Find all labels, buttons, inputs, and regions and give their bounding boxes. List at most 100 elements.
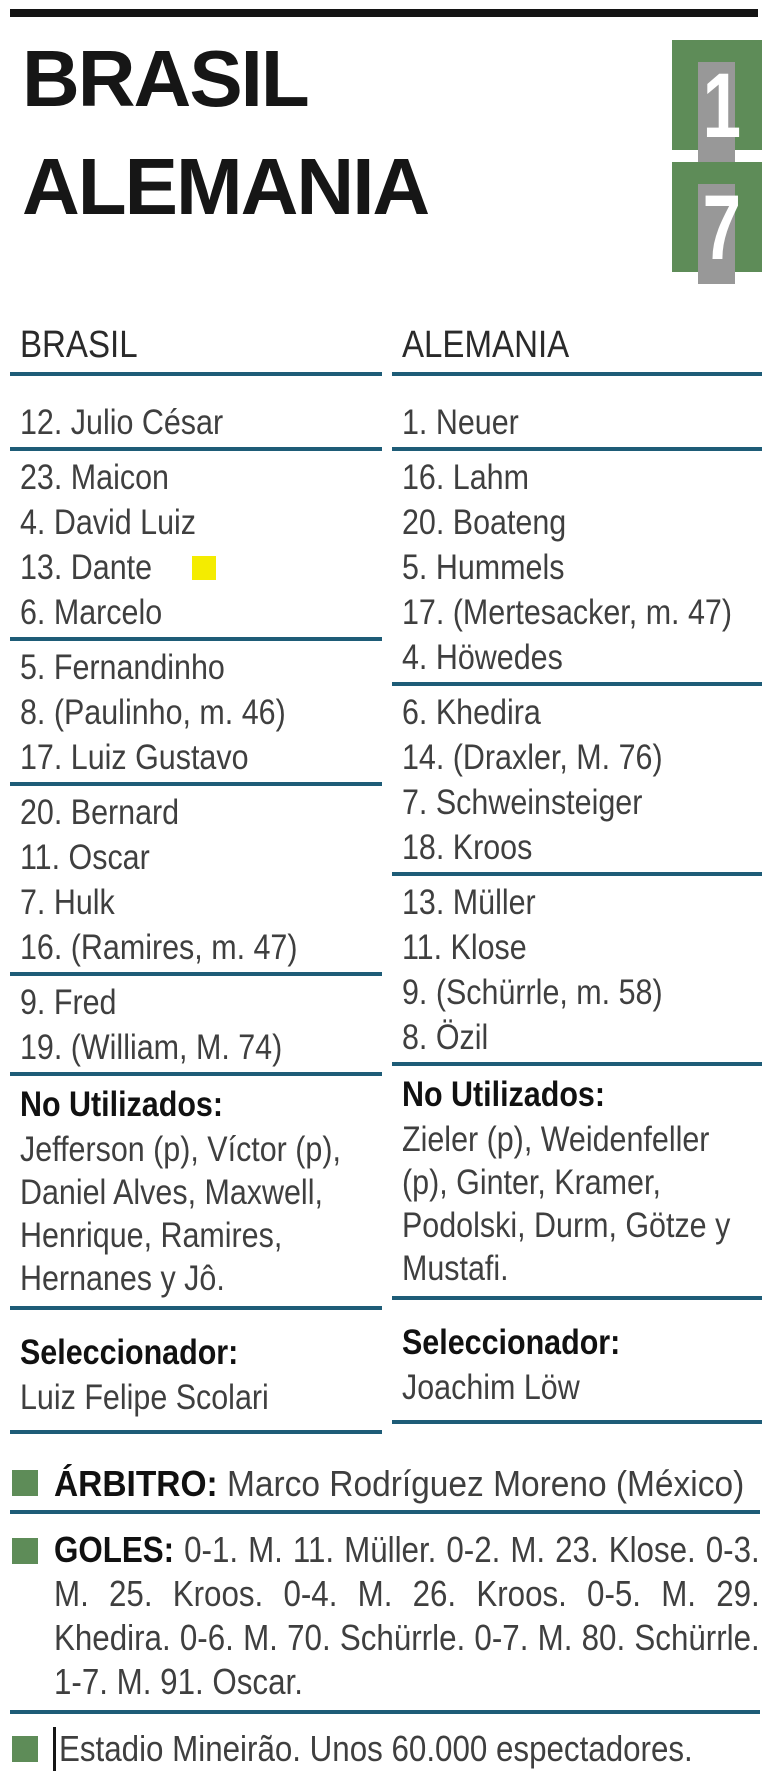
player-name: 18. Kroos: [402, 827, 533, 867]
player-name: 5. Hummels: [402, 547, 565, 587]
green-square-bullet-icon: [12, 1470, 38, 1496]
player-row: 18. Kroos: [392, 825, 762, 876]
score-tab-shadow: [698, 184, 735, 284]
home-coach-block: Seleccionador: Luiz Felipe Scolari: [10, 1330, 382, 1434]
away-lineup-title: ALEMANIA: [402, 324, 570, 366]
home-coach-name-text: Luiz Felipe Scolari: [20, 1378, 269, 1417]
referee-line: ÁRBITRO: Marco Rodríguez Moreno (México): [54, 1460, 760, 1508]
player-row: 20. Bernard: [10, 790, 382, 835]
player-name: 17. (Mertesacker, m. 47): [402, 592, 732, 632]
home-score-box: 1: [672, 40, 762, 162]
score-tab-shadow: [698, 62, 735, 162]
player-row: 17. (Mertesacker, m. 47): [392, 590, 762, 635]
coach-label: Seleccionador:: [402, 1320, 762, 1366]
player-row: 7. Hulk: [10, 880, 382, 925]
goals-row: GOLES: 0-1. M. 11. Müller. 0-2. M. 23. K…: [10, 1528, 760, 1714]
player-row: 23. Maicon: [10, 455, 382, 500]
player-name: 20. Boateng: [402, 502, 567, 542]
goals-line: GOLES: 0-1. M. 11. Müller. 0-2. M. 23. K…: [54, 1528, 760, 1704]
green-square-bullet-icon: [12, 1736, 38, 1762]
coach-label: Seleccionador:: [20, 1330, 382, 1376]
away-lineup-header: ALEMANIA: [392, 322, 762, 376]
player-row: 9. (Schürrle, m. 58): [392, 970, 762, 1015]
player-name: 6. Khedira: [402, 692, 541, 732]
green-square-bullet-icon: [12, 1538, 38, 1564]
away-coach-block: Seleccionador: Joachim Löw: [392, 1320, 762, 1424]
away-coach-name: Joachim Löw: [402, 1366, 762, 1410]
match-sheet: BRASIL ALEMANIA 1 7 BRASIL 12. Julio Cés…: [0, 9, 768, 1771]
player-name: 1. Neuer: [402, 402, 519, 442]
home-coach-name: Luiz Felipe Scolari: [20, 1376, 382, 1420]
player-name: 9. (Schürrle, m. 58): [402, 972, 663, 1012]
player-name: 11. Oscar: [20, 837, 150, 877]
home-lineup-column: BRASIL 12. Julio César 23. Maicon 4. David…: [10, 322, 382, 1434]
player-row: 5. Fernandinho: [10, 645, 382, 690]
home-not-used-block: No Utilizados: Jefferson (p), Víctor (p)…: [10, 1082, 382, 1310]
home-lineup-header: BRASIL: [10, 322, 382, 376]
player-row: 7. Schweinsteiger: [392, 780, 762, 825]
player-row: 4. David Luiz: [10, 500, 382, 545]
player-row: 19. (William, M. 74): [10, 1025, 382, 1076]
player-row: 11. Klose: [392, 925, 762, 970]
away-lineup-column: ALEMANIA 1. Neuer 16. Lahm 20. Boateng 5. H…: [392, 322, 762, 1424]
referee-line-text: ÁRBITRO: Marco Rodríguez Moreno (México): [54, 1460, 744, 1508]
player-row: 4. Höwedes: [392, 635, 762, 686]
player-name: 17. Luiz Gustavo: [20, 737, 249, 777]
player-row: 14. (Draxler, M. 76): [392, 735, 762, 780]
player-name: 16. Lahm: [402, 457, 529, 497]
player-name: 23. Maicon: [20, 457, 169, 497]
player-name: 11. Klose: [402, 927, 527, 967]
player-row: 17. Luiz Gustavo: [10, 735, 382, 786]
venue-text: Estadio Mineirão. Unos 60.000 espectador…: [59, 1728, 693, 1769]
away-players-list: 1. Neuer 16. Lahm 20. Boateng 5. Hummels 17.…: [392, 400, 762, 1066]
player-name: 12. Julio César: [20, 402, 224, 442]
away-score-box: 7: [672, 162, 762, 284]
player-name: 5. Fernandinho: [20, 647, 225, 687]
player-name: 6. Marcelo: [20, 592, 163, 632]
goals-list: 0-1. M. 11. Müller. 0-2. M. 23. Klose. 0…: [54, 1529, 760, 1702]
player-row: 8. (Paulinho, m. 46): [10, 690, 382, 735]
player-name: 7. Schweinsteiger: [402, 782, 643, 822]
player-row: 16. Lahm: [392, 455, 762, 500]
team-titles: BRASIL ALEMANIA: [0, 39, 768, 227]
player-row: 12. Julio César: [10, 400, 382, 451]
player-name: 8. (Paulinho, m. 46): [20, 692, 286, 732]
venue-row: Estadio Mineirão. Unos 60.000 espectador…: [10, 1726, 760, 1772]
away-score: 7: [702, 177, 742, 279]
yellow-card-icon: [191, 555, 216, 580]
scoreboard: BRASIL ALEMANIA 1 7: [0, 39, 768, 322]
away-coach-name-text: Joachim Löw: [402, 1368, 580, 1407]
home-players-list: 12. Julio César 23. Maicon 4. David Luiz 13…: [10, 400, 382, 1076]
player-row: 1. Neuer: [392, 400, 762, 451]
text-cursor: [53, 1727, 56, 1771]
venue-line: Estadio Mineirão. Unos 60.000 espectador…: [53, 1726, 760, 1772]
player-row: 13. Dante: [10, 545, 382, 590]
player-row: 9. Fred: [10, 980, 382, 1025]
lineup-columns: BRASIL 12. Julio César 23. Maicon 4. David…: [0, 322, 768, 1434]
coach-label-text: Seleccionador:: [402, 1323, 621, 1362]
player-row: 11. Oscar: [10, 835, 382, 880]
goals-paragraph: GOLES: 0-1. M. 11. Müller. 0-2. M. 23. K…: [54, 1528, 760, 1704]
score-column: 1 7: [672, 40, 762, 284]
player-row: 13. Müller: [392, 880, 762, 925]
away-not-used-block: No Utilizados: Zieler (p), Weidenfeller …: [392, 1072, 762, 1300]
player-name: 13. Müller: [402, 882, 536, 922]
player-name: 8. Özil: [402, 1017, 489, 1057]
home-lineup-title: BRASIL: [20, 324, 138, 366]
player-row: 8. Özil: [392, 1015, 762, 1066]
coach-label-text: Seleccionador:: [20, 1333, 239, 1372]
not-used-label-text: No Utilizados:: [402, 1075, 605, 1114]
player-row: 6. Marcelo: [10, 590, 382, 641]
home-not-used-names: Jefferson (p), Víctor (p), Daniel Alves,…: [20, 1130, 341, 1298]
not-used-label: No Utilizados:: [402, 1072, 762, 1118]
away-team-title: ALEMANIA: [22, 142, 430, 231]
not-used-label-text: No Utilizados:: [20, 1085, 223, 1124]
player-name: 7. Hulk: [20, 882, 115, 922]
player-row: 20. Boateng: [392, 500, 762, 545]
home-team-title: BRASIL: [22, 34, 310, 123]
player-name: 13. Dante: [20, 547, 153, 587]
player-name: 19. (William, M. 74): [20, 1027, 283, 1067]
referee-name: Marco Rodríguez Moreno (México): [226, 1463, 745, 1504]
referee-row: ÁRBITRO: Marco Rodríguez Moreno (México): [10, 1460, 760, 1514]
player-name: 20. Bernard: [20, 792, 180, 832]
